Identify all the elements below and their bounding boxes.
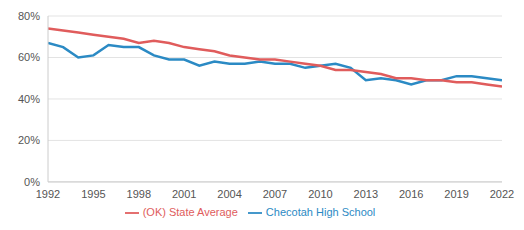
- svg-text:2010: 2010: [308, 188, 332, 200]
- svg-text:1992: 1992: [36, 188, 60, 200]
- svg-text:1995: 1995: [81, 188, 105, 200]
- svg-text:2022: 2022: [490, 188, 514, 200]
- svg-text:2004: 2004: [217, 188, 241, 200]
- html-text:(OK) State Average: (OK) State Average: [142, 205, 238, 218]
- svg-text:2013: 2013: [354, 188, 378, 200]
- svg-text:20%: 20%: [18, 134, 40, 146]
- svg-text:0%: 0%: [24, 176, 40, 188]
- svg-text:60%: 60%: [18, 51, 40, 63]
- html-text:Checotah High School: Checotah High School: [265, 205, 376, 218]
- svg-text:1998: 1998: [127, 188, 151, 200]
- svg-text:2001: 2001: [172, 188, 196, 200]
- svg-text:40%: 40%: [18, 93, 40, 105]
- svg-text:2016: 2016: [399, 188, 423, 200]
- svg-text:80%: 80%: [18, 10, 40, 22]
- svg-text:2007: 2007: [263, 188, 287, 200]
- svg-text:2019: 2019: [444, 188, 468, 200]
